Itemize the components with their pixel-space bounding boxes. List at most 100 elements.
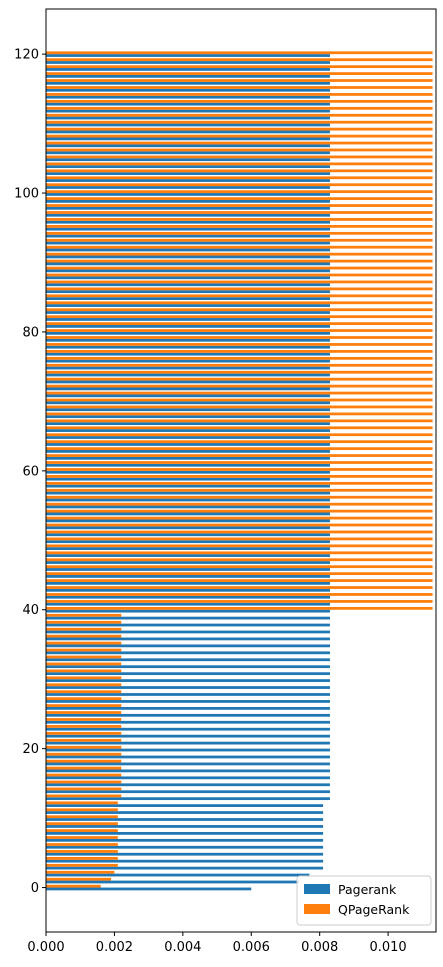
bar-qpagerank-120	[46, 51, 433, 55]
bar-qpagerank-33	[46, 655, 122, 659]
bar-qpagerank-44	[46, 579, 433, 582]
bar-pagerank-97	[46, 213, 330, 217]
bar-pagerank-42	[46, 595, 330, 599]
bar-pagerank-103	[46, 172, 330, 175]
bar-pagerank-93	[46, 241, 330, 245]
bar-qpagerank-84	[46, 301, 433, 305]
bar-pagerank-16	[46, 776, 330, 780]
bar-qpagerank-54	[46, 509, 433, 513]
bar-pagerank-120	[46, 54, 330, 57]
bar-pagerank-44	[46, 581, 330, 585]
bar-qpagerank-36	[46, 634, 122, 638]
bar-qpagerank-52	[46, 523, 433, 527]
bar-pagerank-117	[46, 74, 330, 78]
bar-pagerank-0	[46, 887, 252, 891]
bar-qpagerank-63	[46, 447, 433, 451]
bar-qpagerank-59	[46, 475, 433, 478]
bar-pagerank-46	[46, 568, 330, 571]
bar-pagerank-61	[46, 463, 330, 467]
bar-qpagerank-68	[46, 412, 433, 416]
bar-pagerank-25	[46, 713, 330, 717]
bar-pagerank-98	[46, 206, 330, 210]
bar-qpagerank-75	[46, 363, 433, 367]
bar-pagerank-110	[46, 123, 330, 127]
bar-qpagerank-119	[46, 58, 433, 62]
bar-pagerank-48	[46, 554, 330, 557]
bar-qpagerank-112	[46, 106, 433, 110]
bar-qpagerank-105	[46, 155, 433, 159]
bar-qpagerank-62	[46, 454, 433, 457]
bar-pagerank-109	[46, 130, 330, 134]
bar-pagerank-79	[46, 338, 330, 342]
bar-pagerank-13	[46, 797, 330, 801]
bar-pagerank-64	[46, 443, 330, 446]
bar-pagerank-99	[46, 199, 330, 203]
x-tick-label: 0.006	[233, 940, 270, 955]
bar-pagerank-11	[46, 811, 324, 814]
bar-qpagerank-20	[46, 745, 122, 749]
bar-qpagerank-8	[46, 829, 118, 832]
bar-qpagerank-104	[46, 162, 433, 166]
x-tick-label: 0.000	[27, 940, 64, 955]
bar-qpagerank-81	[46, 322, 433, 326]
bar-pagerank-18	[46, 762, 330, 766]
bar-qpagerank-29	[46, 683, 122, 687]
bar-pagerank-35	[46, 644, 330, 648]
x-tick-label: 0.010	[369, 940, 406, 955]
bar-pagerank-23	[46, 727, 330, 731]
bar-qpagerank-53	[46, 516, 433, 520]
bar-qpagerank-16	[46, 773, 122, 777]
bar-pagerank-114	[46, 95, 330, 99]
bar-qpagerank-69	[46, 405, 433, 409]
bar-qpagerank-110	[46, 120, 433, 124]
bar-qpagerank-58	[46, 481, 433, 485]
bar-qpagerank-28	[46, 690, 122, 694]
bar-qpagerank-57	[46, 488, 433, 492]
bar-pagerank-20	[46, 748, 330, 752]
y-tick-label: 0	[31, 881, 39, 896]
bar-qpagerank-6	[46, 843, 118, 846]
bar-pagerank-67	[46, 422, 330, 426]
bar-qpagerank-94	[46, 231, 433, 235]
bar-qpagerank-66	[46, 426, 433, 430]
bar-qpagerank-48	[46, 551, 433, 555]
bar-pagerank-57	[46, 491, 330, 495]
bar-qpagerank-2	[46, 870, 115, 874]
bar-pagerank-104	[46, 165, 330, 169]
bars-layer	[46, 51, 433, 891]
legend-box	[296, 875, 432, 926]
bar-qpagerank-61	[46, 461, 433, 464]
bar-pagerank-40	[46, 609, 330, 613]
bar-qpagerank-86	[46, 287, 433, 291]
bar-pagerank-91	[46, 255, 330, 259]
bar-pagerank-34	[46, 651, 330, 655]
bar-pagerank-17	[46, 769, 330, 773]
bar-qpagerank-97	[46, 211, 433, 214]
bar-pagerank-74	[46, 373, 330, 377]
bar-qpagerank-96	[46, 218, 433, 221]
bar-pagerank-38	[46, 623, 330, 627]
bar-pagerank-12	[46, 804, 324, 807]
bar-qpagerank-19	[46, 752, 122, 756]
bar-pagerank-24	[46, 720, 330, 724]
bar-pagerank-86	[46, 290, 330, 294]
bar-qpagerank-90	[46, 259, 433, 263]
bar-qpagerank-65	[46, 433, 433, 437]
bar-qpagerank-45	[46, 572, 433, 576]
bar-pagerank-94	[46, 234, 330, 238]
bar-pagerank-19	[46, 755, 330, 759]
bar-qpagerank-77	[46, 350, 433, 353]
bar-pagerank-27	[46, 700, 330, 703]
bar-pagerank-90	[46, 262, 330, 266]
bar-pagerank-108	[46, 137, 330, 141]
bar-pagerank-65	[46, 436, 330, 439]
bar-pagerank-66	[46, 429, 330, 432]
bar-pagerank-58	[46, 484, 330, 488]
bar-pagerank-52	[46, 526, 330, 530]
bar-qpagerank-30	[46, 676, 122, 680]
bar-qpagerank-106	[46, 148, 433, 152]
bar-pagerank-78	[46, 345, 330, 349]
bar-pagerank-32	[46, 665, 330, 669]
bar-pagerank-115	[46, 88, 330, 92]
bar-qpagerank-9	[46, 822, 118, 826]
